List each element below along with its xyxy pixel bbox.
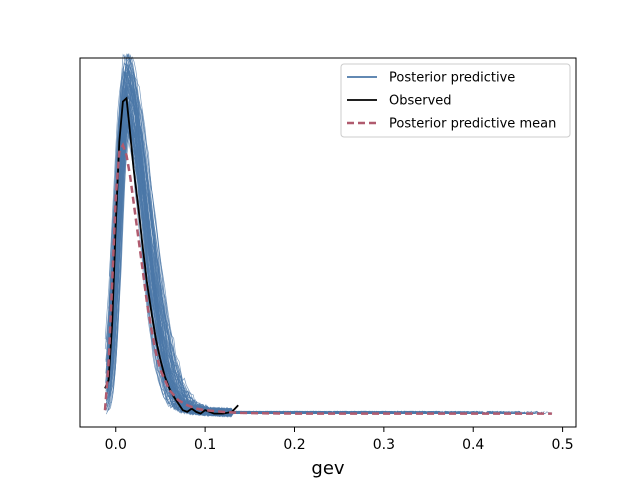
posterior-mean-line bbox=[103, 142, 552, 415]
x-tick-label: 0.3 bbox=[373, 437, 395, 453]
observed-line bbox=[104, 96, 239, 415]
legend-label: Posterior predictive mean bbox=[389, 117, 556, 132]
legend-label: Posterior predictive bbox=[389, 71, 515, 86]
posterior-mean-line-group bbox=[103, 142, 552, 415]
posterior-predictive-curve bbox=[107, 125, 275, 418]
x-axis-ticks: 0.0 0.1 0.2 0.3 0.4 0.5 bbox=[105, 427, 574, 453]
x-axis-label: gev bbox=[311, 458, 345, 479]
plot-frame bbox=[79, 57, 577, 428]
x-tick-label: 0.4 bbox=[462, 437, 484, 453]
legend-label: Observed bbox=[389, 94, 452, 109]
observed-line-group bbox=[104, 96, 239, 415]
x-tick-label: 0.0 bbox=[105, 437, 127, 453]
legend-box bbox=[340, 63, 571, 138]
x-tick-label: 0.5 bbox=[551, 437, 573, 453]
x-tick-label: 0.1 bbox=[194, 437, 216, 453]
posterior-predictive-curve bbox=[106, 56, 330, 416]
x-tick-label: 0.2 bbox=[283, 437, 305, 453]
legend: Posterior predictive Observed Posterior pr… bbox=[340, 63, 571, 138]
